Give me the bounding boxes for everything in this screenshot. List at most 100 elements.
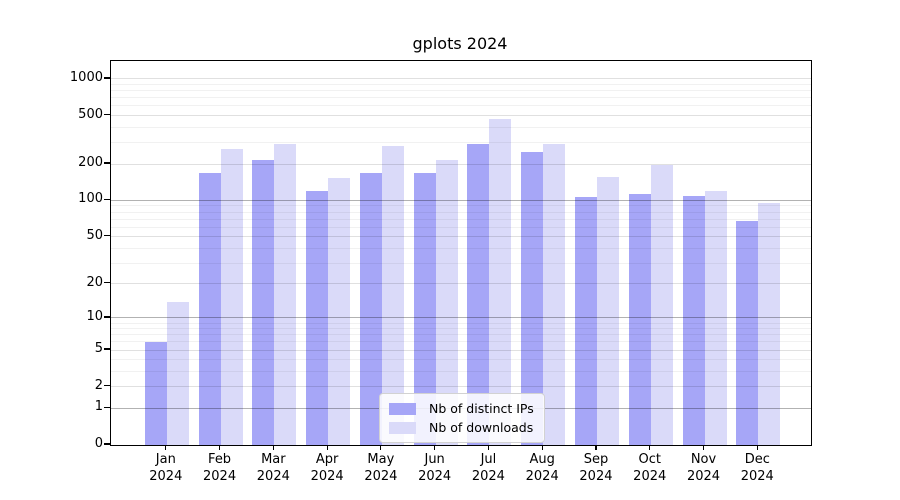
- gridline-9: [111, 322, 811, 324]
- bar-oct-downloads: [650, 165, 673, 445]
- x-tick-mark: [165, 445, 167, 451]
- x-tick-mark: [272, 445, 274, 451]
- x-tick-label-mar: Mar 2024: [256, 452, 290, 484]
- bar-apr-distinct-ips: [306, 190, 329, 445]
- x-tick-label-may: May 2024: [364, 452, 398, 484]
- gridline-900: [111, 84, 811, 86]
- gridline-100: [111, 199, 811, 201]
- y-tick-mark: [104, 316, 110, 318]
- y-tick-mark: [104, 443, 110, 445]
- y-tick-mark: [104, 235, 110, 237]
- bar-jan-downloads: [166, 301, 189, 445]
- gridline-700: [111, 97, 811, 99]
- bar-mar-distinct-ips: [252, 160, 275, 445]
- y-tick-mark: [104, 77, 110, 79]
- gridline-300: [111, 142, 811, 144]
- y-tick-label-2: 2: [94, 377, 103, 393]
- gridline-200: [111, 163, 811, 165]
- bar-aug-distinct-ips: [521, 152, 544, 445]
- bar-may-distinct-ips: [359, 172, 382, 445]
- legend-item-downloads: Nb of downloads: [389, 418, 534, 437]
- bar-apr-downloads: [328, 178, 351, 445]
- gridline-90: [111, 205, 811, 207]
- gridline-800: [111, 90, 811, 92]
- gridline-3: [111, 371, 811, 373]
- x-tick-label-apr: Apr 2024: [310, 452, 344, 484]
- y-tick-mark: [104, 385, 110, 387]
- gridline-500: [111, 115, 811, 117]
- gridline-7: [111, 334, 811, 336]
- bar-sep-downloads: [596, 176, 619, 445]
- gridline-50: [111, 236, 811, 238]
- gridline-8: [111, 328, 811, 330]
- gridline-60: [111, 226, 811, 228]
- bar-sep-distinct-ips: [574, 197, 597, 445]
- x-tick-mark: [434, 445, 436, 451]
- legend-swatch-downloads: [389, 421, 416, 434]
- gridline-1000: [111, 78, 811, 80]
- bar-may-downloads: [381, 145, 404, 445]
- gridline-20: [111, 283, 811, 285]
- gridline-70: [111, 218, 811, 220]
- bar-jun-distinct-ips: [413, 172, 436, 445]
- bar-dec-downloads: [758, 203, 781, 445]
- x-tick-label-sep: Sep 2024: [579, 452, 613, 484]
- y-tick-mark: [104, 114, 110, 116]
- x-tick-label-oct: Oct 2024: [633, 452, 667, 484]
- bar-jun-downloads: [435, 159, 458, 445]
- chart-title: gplots 2024: [412, 34, 508, 53]
- gridline-30: [111, 262, 811, 264]
- gridline-2: [111, 386, 811, 388]
- bar-dec-distinct-ips: [736, 220, 759, 445]
- x-tick-label-nov: Nov 2024: [686, 452, 721, 484]
- y-tick-label-1: 1: [94, 399, 103, 415]
- x-tick-mark: [380, 445, 382, 451]
- x-tick-mark: [702, 445, 705, 451]
- y-tick-label-0: 0: [94, 436, 103, 451]
- bar-mar-downloads: [274, 144, 297, 445]
- legend-label-downloads: Nb of downloads: [429, 420, 534, 435]
- x-tick-mark: [595, 445, 597, 451]
- gridline-400: [111, 126, 811, 128]
- y-tick-label-100: 100: [78, 191, 103, 207]
- gridline-4: [111, 359, 811, 361]
- gridline-80: [111, 211, 811, 213]
- x-tick-mark: [541, 445, 543, 451]
- x-tick-mark: [649, 445, 651, 451]
- y-tick-label-200: 200: [78, 155, 103, 170]
- x-tick-label-jul: Jul 2024: [471, 452, 505, 484]
- x-tick-mark: [218, 445, 221, 451]
- bar-jul-distinct-ips: [467, 143, 490, 445]
- legend: Nb of distinct IPs Nb of downloads: [379, 393, 545, 443]
- y-tick-label-5: 5: [94, 341, 103, 357]
- legend-swatch-distinct-ips: [389, 402, 416, 415]
- legend-item-distinct-ips: Nb of distinct IPs: [389, 399, 534, 418]
- gridline-40: [111, 247, 811, 249]
- y-tick-label-50: 50: [86, 227, 103, 243]
- plot-area: Nb of distinct IPs Nb of downloads: [110, 60, 812, 446]
- x-tick-label-dec: Dec 2024: [740, 452, 774, 484]
- x-tick-mark: [756, 445, 758, 451]
- y-tick-mark: [104, 198, 110, 201]
- y-tick-label-10: 10: [86, 308, 103, 324]
- legend-label-distinct-ips: Nb of distinct IPs: [429, 401, 534, 416]
- gridline-5: [111, 349, 811, 351]
- y-tick-mark: [104, 282, 110, 284]
- bar-feb-downloads: [220, 148, 243, 445]
- bar-feb-distinct-ips: [198, 172, 221, 445]
- bar-oct-distinct-ips: [628, 193, 651, 445]
- bar-nov-distinct-ips: [682, 196, 705, 445]
- y-tick-mark: [104, 348, 110, 350]
- y-tick-label-1000: 1000: [69, 69, 103, 85]
- y-tick-label-500: 500: [78, 106, 103, 122]
- gridline-600: [111, 105, 811, 107]
- x-tick-label-feb: Feb 2024: [203, 452, 237, 484]
- gridline-10: [111, 317, 811, 319]
- x-tick-mark: [487, 445, 489, 451]
- bar-jul-downloads: [489, 118, 512, 445]
- y-tick-mark: [104, 162, 110, 164]
- x-tick-label-jun: Jun 2024: [418, 452, 452, 484]
- gridline-6: [111, 341, 811, 343]
- x-tick-label-aug: Aug 2024: [525, 452, 559, 484]
